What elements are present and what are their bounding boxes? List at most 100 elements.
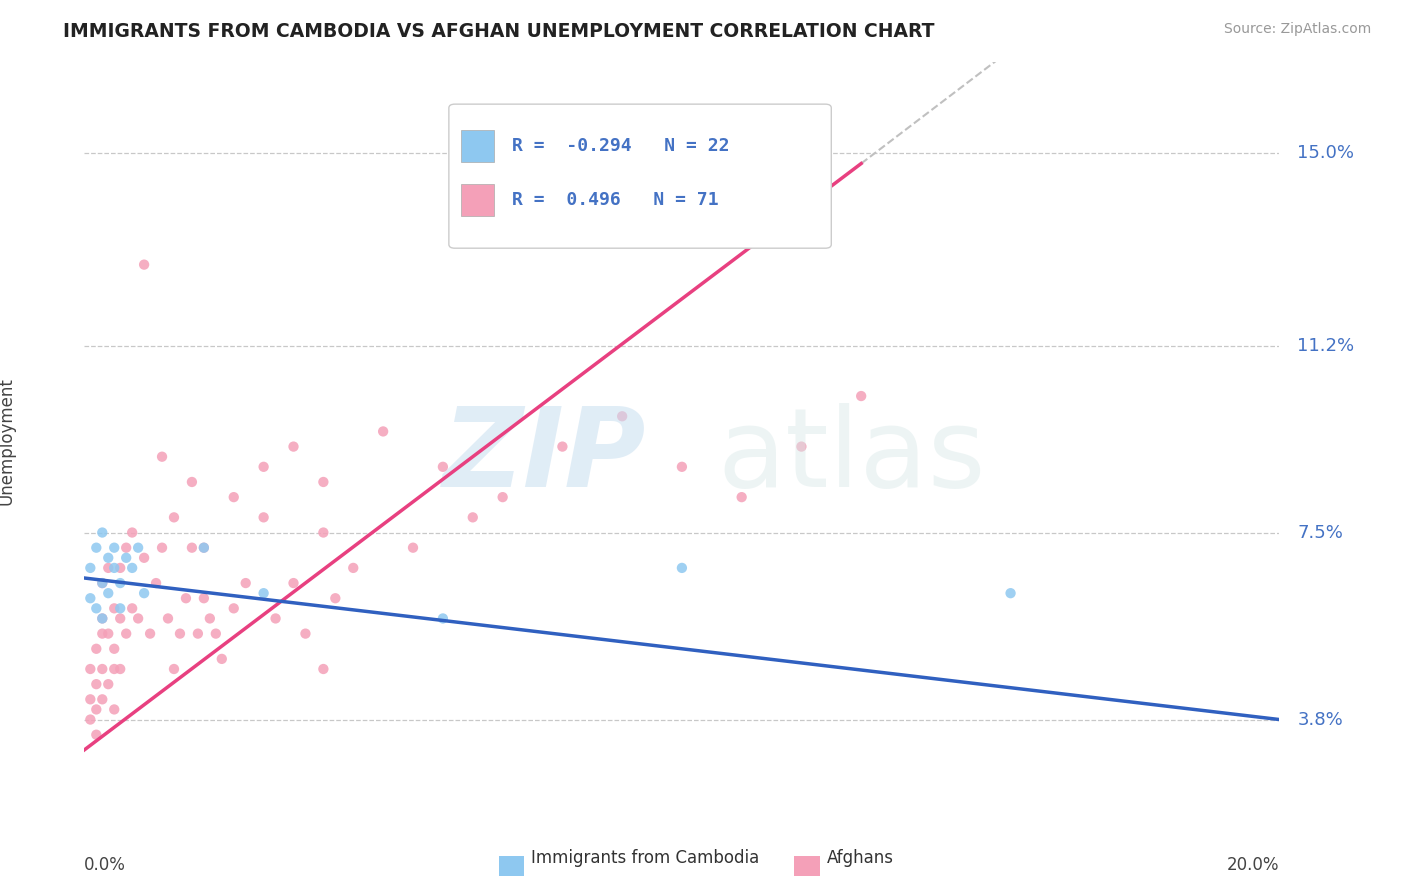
Point <box>731 490 754 504</box>
Point <box>253 459 276 474</box>
Point <box>612 409 634 424</box>
Point <box>312 525 335 540</box>
Point <box>110 576 132 591</box>
Point <box>79 591 101 606</box>
Text: ZIP: ZIP <box>443 403 647 510</box>
Point <box>91 576 114 591</box>
Point <box>86 677 108 691</box>
Point <box>205 626 228 640</box>
Point <box>103 662 125 676</box>
Point <box>163 510 186 524</box>
Point <box>157 611 180 625</box>
Text: 15.0%: 15.0% <box>1298 145 1354 162</box>
Point <box>312 475 335 489</box>
Point <box>115 541 138 555</box>
Point <box>283 440 305 454</box>
Text: 7.5%: 7.5% <box>1298 524 1343 541</box>
Point <box>91 576 114 591</box>
Text: R =  -0.294   N = 22: R = -0.294 N = 22 <box>512 136 730 155</box>
Point <box>253 510 276 524</box>
Point <box>235 576 257 591</box>
Text: Source: ZipAtlas.com: Source: ZipAtlas.com <box>1223 22 1371 37</box>
Point <box>97 677 120 691</box>
Point <box>86 601 108 615</box>
Point <box>121 601 143 615</box>
Point <box>193 591 215 606</box>
Point <box>671 459 693 474</box>
Point <box>325 591 347 606</box>
Point <box>193 541 215 555</box>
Point <box>461 510 484 524</box>
Point <box>91 662 114 676</box>
FancyBboxPatch shape <box>461 130 495 161</box>
Point <box>110 611 132 625</box>
Point <box>127 611 149 625</box>
Point <box>103 702 125 716</box>
Point <box>132 586 156 600</box>
Point <box>91 626 114 640</box>
Point <box>79 561 101 575</box>
Point <box>174 591 197 606</box>
FancyBboxPatch shape <box>461 184 495 216</box>
Text: Immigrants from Cambodia: Immigrants from Cambodia <box>531 849 759 867</box>
Point <box>115 626 138 640</box>
Point <box>97 586 120 600</box>
Point <box>492 490 515 504</box>
Point <box>91 611 114 625</box>
Point <box>79 713 101 727</box>
Point <box>790 440 813 454</box>
Point <box>132 258 156 272</box>
Point <box>86 641 108 656</box>
Point <box>91 611 114 625</box>
Point <box>127 541 149 555</box>
Point <box>163 662 186 676</box>
Text: 11.2%: 11.2% <box>1298 336 1354 354</box>
Point <box>115 550 138 565</box>
Point <box>283 576 305 591</box>
Point <box>150 541 173 555</box>
Text: Unemployment: Unemployment <box>0 377 15 506</box>
Text: 20.0%: 20.0% <box>1227 856 1279 874</box>
Point <box>432 611 454 625</box>
Point <box>79 662 101 676</box>
Point <box>851 389 873 403</box>
Point <box>97 550 120 565</box>
Point <box>198 611 221 625</box>
Text: atlas: atlas <box>718 403 986 510</box>
Point <box>181 541 204 555</box>
Point <box>86 728 108 742</box>
FancyBboxPatch shape <box>449 104 831 248</box>
Point <box>103 561 125 575</box>
Point <box>432 459 454 474</box>
Point <box>187 626 209 640</box>
Point <box>110 561 132 575</box>
Point <box>222 601 245 615</box>
Point <box>264 611 287 625</box>
Point <box>193 541 215 555</box>
Point <box>222 490 245 504</box>
Point <box>342 561 364 575</box>
Point <box>79 692 101 706</box>
Point <box>97 561 120 575</box>
Point <box>103 601 125 615</box>
Point <box>86 702 108 716</box>
Point <box>312 662 335 676</box>
Point <box>97 626 120 640</box>
Point <box>402 541 425 555</box>
Text: R =  0.496   N = 71: R = 0.496 N = 71 <box>512 191 718 209</box>
Point <box>103 541 125 555</box>
Point <box>294 626 316 640</box>
Point <box>373 425 395 439</box>
Point <box>91 692 114 706</box>
Text: 0.0%: 0.0% <box>84 856 127 874</box>
Point <box>110 662 132 676</box>
Point <box>132 550 156 565</box>
Text: IMMIGRANTS FROM CAMBODIA VS AFGHAN UNEMPLOYMENT CORRELATION CHART: IMMIGRANTS FROM CAMBODIA VS AFGHAN UNEMP… <box>63 22 935 41</box>
Point <box>169 626 191 640</box>
Point <box>86 541 108 555</box>
Point <box>211 652 233 666</box>
Point <box>671 561 693 575</box>
Point <box>139 626 162 640</box>
Point <box>150 450 173 464</box>
Point <box>91 525 114 540</box>
